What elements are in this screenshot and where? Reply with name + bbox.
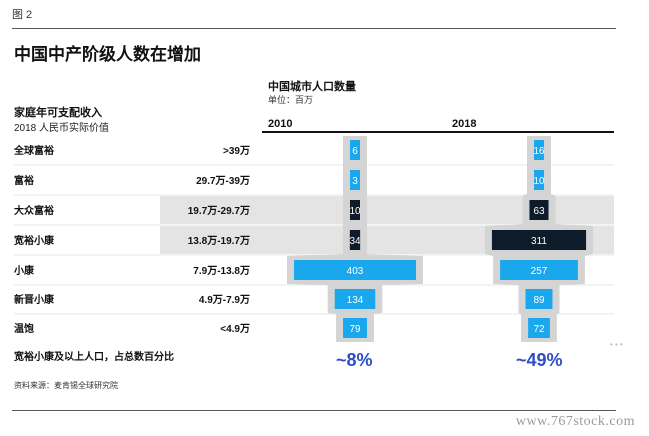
- row-header-subtitle: 2018 人民币实际价值: [14, 123, 110, 134]
- tier-label: 大众富裕: [14, 204, 54, 217]
- bar-value-2010-温饱: 79: [349, 324, 361, 335]
- income-range: <4.9万: [220, 323, 250, 335]
- year-label-2018: 2018: [452, 118, 477, 130]
- bar-2010-温饱: [343, 318, 367, 338]
- percent-2018: ~49%: [516, 350, 563, 370]
- bar-2018-温饱: [528, 318, 550, 338]
- bar-value-2018-小康: 257: [531, 266, 548, 277]
- bar-value-2018-全球富裕: 16: [533, 146, 545, 157]
- bar-2018-全球富裕: [534, 140, 544, 160]
- bar-value-2018-温饱: 72: [533, 324, 545, 335]
- income-range: 19.7万-29.7万: [188, 205, 250, 217]
- bar-value-2010-新晋小康: 134: [347, 295, 364, 306]
- year-label-2010: 2010: [268, 118, 293, 130]
- percent-2010: ~8%: [336, 350, 373, 370]
- column-header-unit: 单位：百万: [268, 95, 314, 105]
- row-header-title: 家庭年可支配收入: [14, 107, 102, 119]
- income-range: 4.9万-7.9万: [199, 294, 250, 306]
- footer-label: 宽裕小康及以上人口，占总数百分比: [14, 352, 174, 363]
- tier-label: 温饱: [14, 322, 34, 335]
- bar-2010-小康: [294, 260, 416, 280]
- top-divider: [12, 28, 616, 29]
- tier-label: 宽裕小康: [13, 234, 55, 247]
- page-title: 中国中产阶级人数在增加: [14, 45, 201, 64]
- bar-2010-宽裕小康: [349, 230, 361, 250]
- income-range: 13.8万-19.7万: [188, 235, 250, 247]
- bar-value-2018-大众富裕: 63: [533, 206, 545, 217]
- bar-value-2010-宽裕小康: 34: [349, 236, 361, 247]
- bar-value-2010-小康: 403: [347, 266, 364, 277]
- income-range: 29.7万-39万: [196, 175, 250, 187]
- income-range: 7.9万-13.8万: [193, 265, 250, 277]
- source-note: 资料来源：麦肯锡全球研究院: [14, 381, 118, 390]
- bar-value-2018-富裕: 10: [533, 176, 545, 187]
- bar-2010-全球富裕: [350, 140, 360, 160]
- bar-value-2010-全球富裕: 6: [352, 146, 358, 157]
- watermark: www.767stock.com: [515, 414, 635, 429]
- figure-label: 图 2: [12, 9, 33, 21]
- bar-2018-小康: [500, 260, 578, 280]
- bar-2018-大众富裕: [529, 200, 549, 220]
- bar-value-2018-新晋小康: 89: [533, 295, 545, 306]
- bar-value-2010-富裕: 3: [352, 176, 358, 187]
- tier-label: 新晋小康: [14, 293, 55, 306]
- bar-2018-宽裕小康: [491, 230, 587, 250]
- bar-2010-新晋小康: [334, 289, 376, 309]
- bar-2018-新晋小康: [525, 289, 553, 309]
- bar-2018-富裕: [534, 170, 544, 190]
- bottom-divider: [12, 410, 616, 411]
- tier-label: 全球富裕: [13, 144, 54, 157]
- decorative-dots: • • •: [610, 340, 623, 349]
- bar-value-2018-宽裕小康: 311: [531, 236, 547, 247]
- column-header-title: 中国城市人口数量: [268, 81, 356, 93]
- tier-label: 小康: [13, 264, 35, 277]
- bar-2010-富裕: [350, 170, 360, 190]
- income-range: >39万: [223, 145, 250, 157]
- bar-2010-大众富裕: [350, 200, 360, 220]
- tier-label: 富裕: [14, 174, 34, 187]
- bar-value-2010-大众富裕: 10: [349, 206, 361, 217]
- year-divider: [262, 131, 614, 133]
